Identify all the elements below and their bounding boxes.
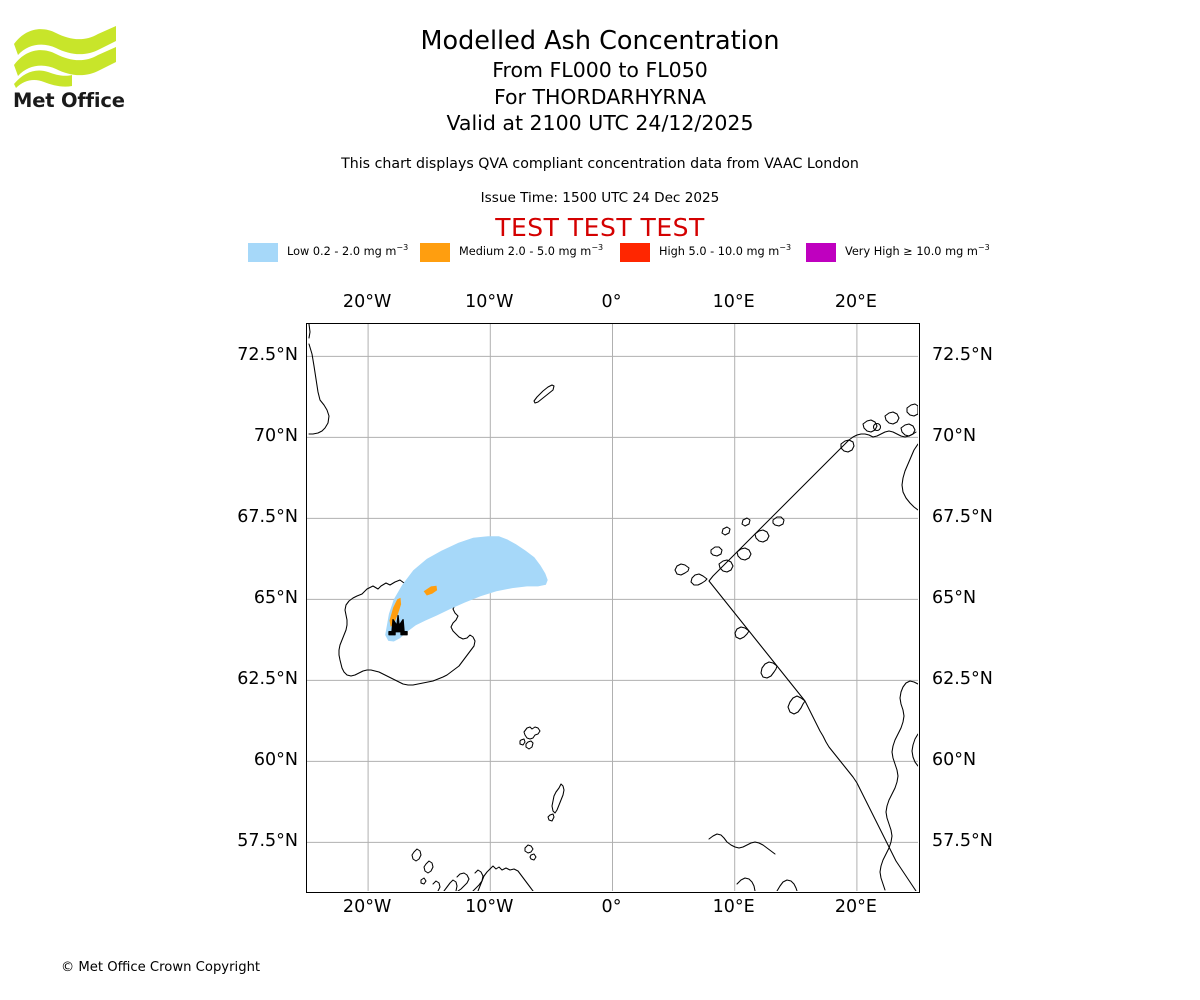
legend-swatch-high	[620, 242, 650, 262]
qva-compliance-note: This chart displays QVA compliant concen…	[341, 156, 859, 172]
legend-label-low: Low 0.2 - 2.0 mg m−3	[287, 243, 409, 259]
coastline-layer	[308, 324, 918, 891]
legend-item-very-high: Very High ≥ 10.0 mg m−3	[806, 241, 990, 263]
copyright-text: © Met Office Crown Copyright	[61, 960, 261, 975]
volcano-symbol	[388, 615, 408, 636]
lon-tick-bottom-10°E: 10°E	[712, 897, 755, 917]
concentration-legend: Low 0.2 - 2.0 mg m−3 Medium 2.0 - 5.0 mg …	[248, 241, 990, 263]
legend-item-high: High 5.0 - 10.0 mg m−3	[620, 241, 791, 263]
lat-tick-left-65°N: 65°N	[253, 588, 298, 609]
lon-tick-bottom-20°E: 20°E	[834, 897, 877, 917]
lon-tick-top-20°E: 20°E	[834, 292, 877, 312]
lat-tick-right-70°N: 70°N	[932, 426, 977, 447]
ash-concentration-layer	[385, 536, 548, 642]
lat-tick-left-70°N: 70°N	[253, 426, 298, 447]
met-office-logo: Met Office	[12, 22, 192, 117]
lat-tick-right-65°N: 65°N	[932, 588, 977, 609]
lat-tick-left-57.5°N: 57.5°N	[237, 831, 298, 852]
graticule-gridlines	[307, 324, 918, 891]
lon-tick-top-10°W: 10°W	[465, 292, 514, 312]
lat-tick-right-67.5°N: 67.5°N	[932, 507, 993, 528]
lat-tick-right-57.5°N: 57.5°N	[932, 831, 993, 852]
lon-tick-top-10°E: 10°E	[712, 292, 755, 312]
map-container	[306, 323, 920, 893]
lat-tick-left-67.5°N: 67.5°N	[237, 507, 298, 528]
ash-area-low-0	[385, 536, 548, 642]
lon-tick-top-20°W: 20°W	[342, 292, 392, 312]
legend-item-low: Low 0.2 - 2.0 mg m−3	[248, 241, 408, 263]
legend-swatch-low	[248, 242, 278, 262]
legend-swatch-very-high	[806, 242, 836, 262]
lat-tick-left-60°N: 60°N	[253, 750, 298, 771]
legend-label-high: High 5.0 - 10.0 mg m−3	[659, 243, 792, 259]
flight-level-subtitle: From FL000 to FL050	[492, 58, 708, 82]
legend-swatch-medium	[420, 242, 450, 262]
volcano-marker-icon	[388, 615, 408, 636]
legend-label-very-high: Very High ≥ 10.0 mg m−3	[845, 243, 990, 259]
met-office-wave-mark	[14, 26, 116, 88]
page-title: Modelled Ash Concentration	[420, 26, 780, 56]
lon-tick-bottom-20°W: 20°W	[342, 897, 392, 917]
lat-tick-right-60°N: 60°N	[932, 750, 977, 771]
test-watermark-banner: TEST TEST TEST	[495, 213, 705, 242]
ash-area-medium-1	[423, 585, 438, 596]
chart-title-block: Modelled Ash Concentration From FL000 to…	[300, 26, 900, 137]
valid-time-subtitle: Valid at 2100 UTC 24/12/2025	[446, 111, 754, 135]
map-canvas	[307, 324, 918, 891]
map-frame	[306, 323, 920, 893]
volcano-subtitle: For THORDARHYRNA	[493, 84, 707, 109]
met-office-logo-text: Met Office	[13, 89, 125, 112]
lat-tick-right-72.5°N: 72.5°N	[932, 345, 993, 366]
lon-tick-bottom-10°W: 10°W	[465, 897, 514, 917]
lat-tick-right-62.5°N: 62.5°N	[932, 669, 993, 690]
legend-item-medium: Medium 2.0 - 5.0 mg m−3	[420, 241, 603, 263]
issue-time-text: Issue Time: 1500 UTC 24 Dec 2025	[480, 190, 720, 206]
lat-tick-left-62.5°N: 62.5°N	[237, 669, 298, 690]
lon-tick-bottom-0°: 0°	[601, 897, 622, 917]
lat-tick-left-72.5°N: 72.5°N	[237, 345, 298, 366]
lon-tick-top-0°: 0°	[601, 292, 622, 312]
legend-label-medium: Medium 2.0 - 5.0 mg m−3	[459, 243, 604, 259]
